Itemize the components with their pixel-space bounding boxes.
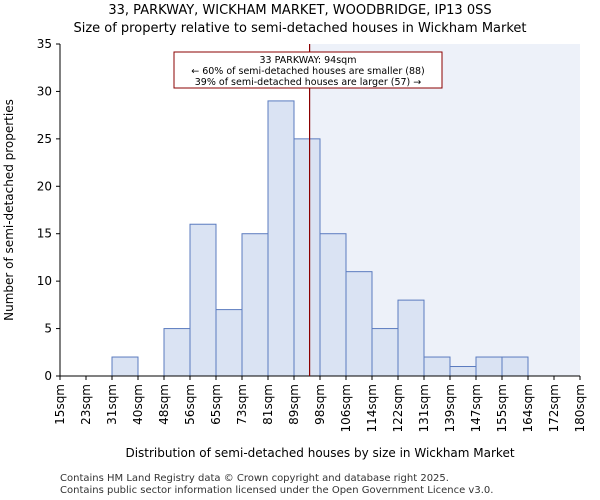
histogram-bar [241, 233, 269, 377]
x-axis-label: Distribution of semi-detached houses by … [125, 446, 514, 460]
footer-copyright: Contains HM Land Registry data © Crown c… [60, 473, 449, 484]
x-tick-label: 89sqm [287, 384, 301, 425]
x-tick-label: 172sqm [547, 384, 561, 432]
histogram-bar [163, 328, 191, 377]
histogram-bar [189, 223, 217, 377]
annotation-line-1: 33 PARKWAY: 94sqm [260, 55, 357, 66]
y-tick-label: 25 [37, 132, 52, 146]
x-tick-label: 40sqm [131, 384, 145, 425]
y-tick-label: 20 [37, 179, 52, 193]
x-tick-label: 81sqm [261, 384, 275, 425]
x-tick-label: 106sqm [339, 384, 353, 432]
histogram-bar [501, 356, 529, 377]
histogram-bar [423, 356, 451, 377]
footer-licence: Contains public sector information licen… [60, 485, 494, 496]
x-tick-label: 139sqm [443, 384, 457, 432]
annotation-line-3: 39% of semi-detached houses are larger (… [195, 77, 422, 88]
x-tick-label: 73sqm [235, 384, 249, 425]
y-tick-label: 10 [37, 274, 52, 288]
histogram-bar [371, 328, 399, 377]
y-tick-label: 30 [37, 84, 52, 98]
histogram-bar [475, 356, 503, 377]
property-annotation: 33 PARKWAY: 94sqm ← 60% of semi-detached… [173, 51, 443, 89]
x-tick-label: 56sqm [183, 384, 197, 425]
y-tick-label: 0 [44, 369, 52, 383]
y-axis-label: Number of semi-detached properties [2, 99, 16, 321]
x-tick-label: 98sqm [313, 384, 327, 425]
x-tick-label: 164sqm [521, 384, 535, 432]
x-tick-label: 15sqm [53, 384, 67, 425]
x-tick-label: 147sqm [469, 384, 483, 432]
x-tick-label: 48sqm [157, 384, 171, 425]
chart-title: 33, PARKWAY, WICKHAM MARKET, WOODBRIDGE,… [108, 3, 492, 18]
x-tick-label: 31sqm [105, 384, 119, 425]
histogram-bar [267, 100, 295, 377]
histogram-bar [293, 138, 321, 377]
histogram-bar [319, 233, 347, 377]
x-tick-label: 155sqm [495, 384, 509, 432]
histogram-bar [397, 299, 425, 377]
x-tick-label: 122sqm [391, 384, 405, 432]
x-tick-label: 23sqm [79, 384, 93, 425]
x-tick-label: 114sqm [365, 384, 379, 432]
y-tick-label: 5 [44, 322, 52, 336]
y-tick-label: 15 [37, 227, 52, 241]
histogram-bar [449, 366, 477, 377]
chart-subtitle: Size of property relative to semi-detach… [73, 21, 527, 36]
histogram-bar [111, 356, 139, 377]
x-tick-label: 65sqm [209, 384, 223, 425]
x-tick-label: 180sqm [573, 384, 587, 432]
histogram-bar [215, 309, 243, 377]
y-tick-label: 35 [37, 37, 52, 51]
x-tick-label: 131sqm [417, 384, 431, 432]
histogram-bar [345, 271, 373, 377]
annotation-line-2: ← 60% of semi-detached houses are smalle… [191, 66, 425, 77]
